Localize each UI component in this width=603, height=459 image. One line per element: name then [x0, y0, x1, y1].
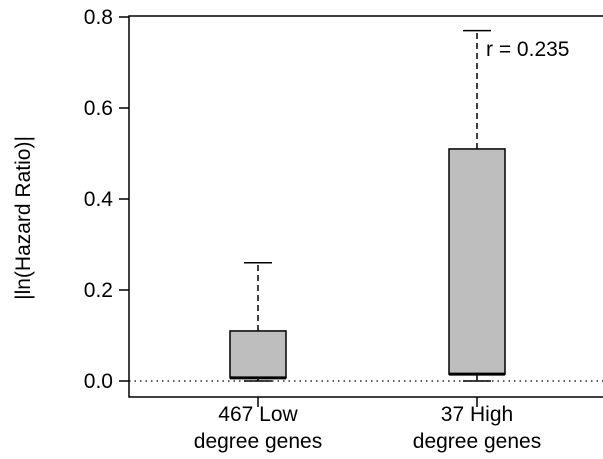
y-axis: 0.0 0.2 0.4 0.6 0.8	[84, 6, 129, 393]
x-category-label-line2: degree genes	[194, 430, 322, 453]
box-group	[448, 29, 506, 382]
y-tick-label: 0.2	[84, 279, 113, 302]
y-tick-label: 0.4	[84, 188, 114, 211]
plot-frame	[128, 15, 603, 398]
x-category-label-line1: 37 High	[441, 403, 513, 426]
y-tick-label: 0.8	[84, 6, 113, 29]
plot-border	[128, 15, 603, 398]
box-iqr	[448, 148, 506, 375]
x-category-label-line2: degree genes	[413, 430, 541, 453]
correlation-annotation: r = 0.235	[486, 38, 569, 61]
boxes	[129, 29, 603, 382]
y-tick-label: 0.0	[84, 370, 113, 393]
x-category-label-line1: 467 Low	[218, 403, 298, 426]
x-axis: 467 Low degree genes 37 High degree genes	[194, 397, 541, 453]
box-group	[229, 261, 287, 382]
y-axis-title: |ln(Hazard Ratio)|	[12, 136, 35, 300]
box-iqr	[229, 330, 287, 379]
y-tick-label: 0.6	[84, 97, 113, 120]
